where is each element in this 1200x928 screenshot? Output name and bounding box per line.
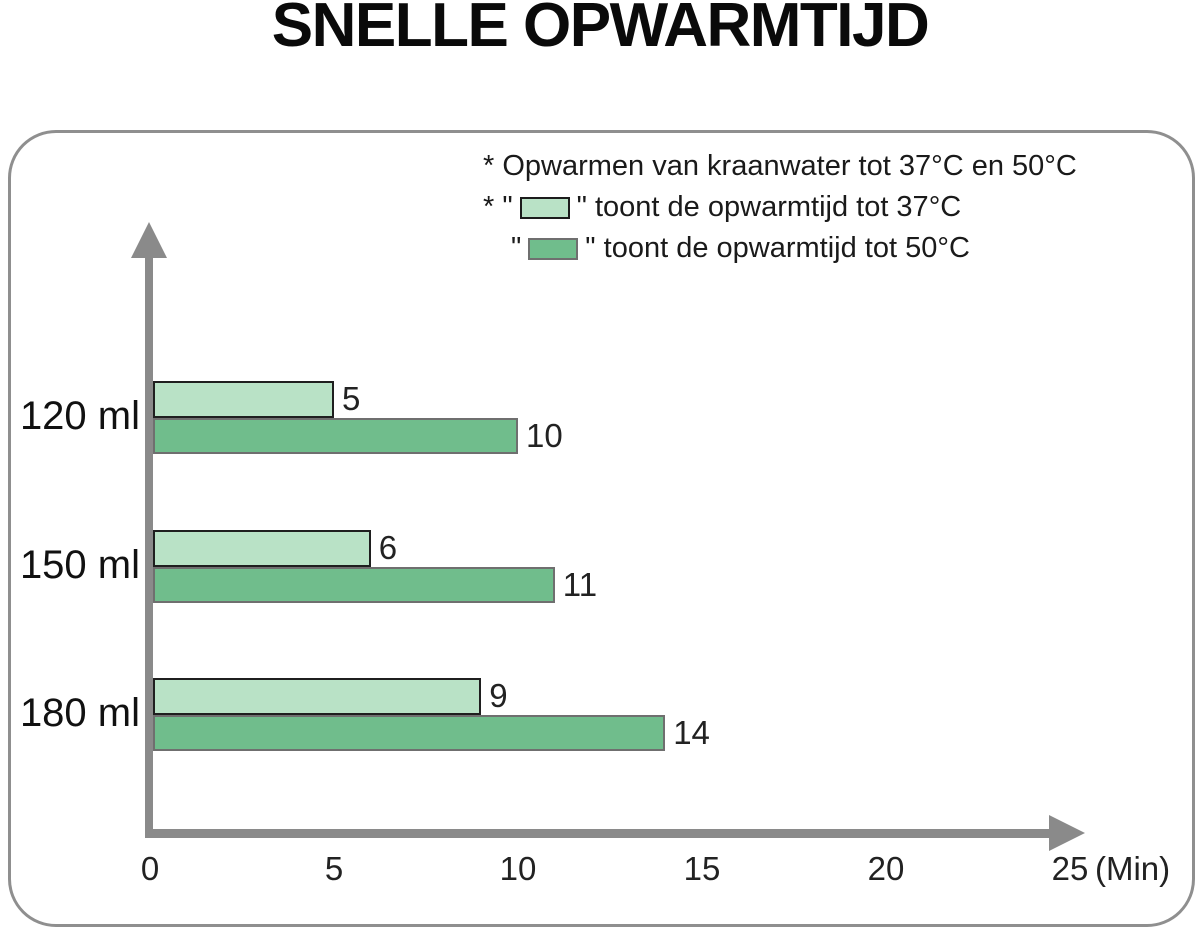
bar-series1 — [153, 417, 518, 454]
category-label: 180 ml — [19, 690, 140, 735]
x-tick-label: 15 — [683, 850, 721, 887]
bar-value-label: 11 — [562, 565, 598, 603]
chart-legend: * Opwarmen van kraanwater tot 37°C en 50… — [483, 146, 1077, 269]
category-label: 120 ml — [19, 393, 140, 438]
x-tick-label: 20 — [867, 850, 905, 887]
bar-value-label: 5 — [342, 380, 361, 418]
chart-title: SNELLE OPWARMTIJD — [271, 0, 930, 60]
x-axis-arrow-icon — [1049, 815, 1085, 851]
y-axis-line — [145, 256, 153, 838]
y-axis-arrow-icon — [131, 222, 167, 258]
bar-series0 — [153, 530, 371, 567]
legend-item-50c: " " toont de opwarmtijd tot 50°C — [483, 228, 1077, 269]
bar-value-label: 10 — [526, 416, 563, 454]
bar-series0 — [153, 381, 334, 418]
x-axis-unit-label: (Min) — [1095, 850, 1171, 887]
bar-value-label: 14 — [673, 713, 710, 751]
legend-item-pre: " — [511, 232, 522, 264]
legend-item-37c: * " " toont de opwarmtijd tot 37°C — [483, 187, 1077, 228]
bar-series1 — [153, 714, 666, 751]
x-tick-label: 25 — [1051, 850, 1089, 887]
x-tick-label: 10 — [499, 850, 537, 887]
bar-value-label: 9 — [489, 677, 508, 715]
category-label: 150 ml — [19, 542, 140, 587]
chart-panel — [8, 130, 1195, 927]
legend-item-post: " toont de opwarmtijd tot 50°C — [585, 232, 970, 264]
x-tick-label: 0 — [140, 850, 160, 887]
x-tick-label: 5 — [324, 850, 344, 887]
bar-series0 — [153, 678, 482, 715]
bar-value-label: 6 — [378, 529, 398, 567]
legend-item-pre: * " — [483, 191, 513, 223]
x-axis-line — [145, 829, 1051, 838]
legend-note: * Opwarmen van kraanwater tot 37°C en 50… — [483, 146, 1077, 187]
light-green-swatch — [519, 196, 570, 219]
bar-series1 — [153, 566, 555, 603]
legend-note-text: * Opwarmen van kraanwater tot 37°C en 50… — [483, 150, 1077, 182]
legend-item-post: " toont de opwarmtijd tot 37°C — [576, 191, 962, 223]
medium-green-swatch — [528, 237, 579, 260]
